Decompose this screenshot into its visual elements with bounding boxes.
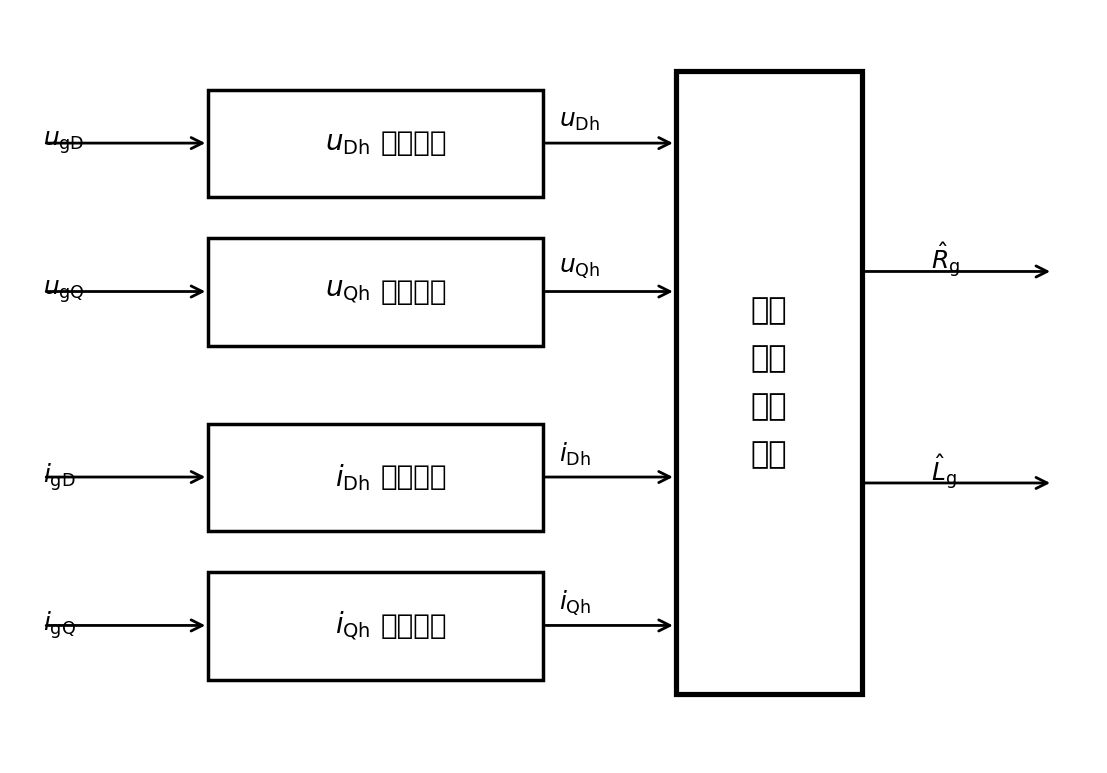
Text: $i_{\mathrm{gD}}$: $i_{\mathrm{gD}}$ [43, 461, 76, 493]
Text: $u_{\mathrm{Qh}}$: $u_{\mathrm{Qh}}$ [324, 278, 370, 306]
Text: 提取模块: 提取模块 [381, 611, 447, 640]
Text: $i_{\mathrm{gQ}}$: $i_{\mathrm{gQ}}$ [43, 610, 76, 642]
Text: 计算: 计算 [751, 393, 787, 421]
Text: 阻抗: 阻抗 [751, 344, 787, 373]
Text: 电网: 电网 [751, 296, 787, 325]
Text: $i_{\mathrm{Qh}}$: $i_{\mathrm{Qh}}$ [334, 609, 370, 642]
Text: $i_{\mathrm{Dh}}$: $i_{\mathrm{Dh}}$ [335, 462, 370, 493]
Text: $u_{\mathrm{Dh}}$: $u_{\mathrm{Dh}}$ [325, 129, 370, 158]
Text: $u_{\mathrm{gD}}$: $u_{\mathrm{gD}}$ [43, 130, 85, 156]
Text: 模块: 模块 [751, 441, 787, 470]
Text: $i_{\mathrm{Qh}}$: $i_{\mathrm{Qh}}$ [559, 588, 591, 618]
Text: 提取模块: 提取模块 [381, 129, 447, 158]
Text: 提取模块: 提取模块 [381, 463, 447, 492]
Text: $u_{\mathrm{Dh}}$: $u_{\mathrm{Dh}}$ [559, 109, 600, 133]
Bar [208, 90, 542, 197]
Text: $u_{\mathrm{gQ}}$: $u_{\mathrm{gQ}}$ [43, 278, 85, 305]
Bar [208, 238, 542, 346]
Text: $i_{\mathrm{Dh}}$: $i_{\mathrm{Dh}}$ [559, 441, 591, 468]
Bar [208, 572, 542, 679]
Text: $\hat{R}_{\mathrm{g}}$: $\hat{R}_{\mathrm{g}}$ [931, 240, 960, 280]
Text: $\hat{L}_{\mathrm{g}}$: $\hat{L}_{\mathrm{g}}$ [931, 452, 956, 492]
Text: 提取模块: 提取模块 [381, 278, 447, 306]
Text: $u_{\mathrm{Qh}}$: $u_{\mathrm{Qh}}$ [559, 257, 600, 281]
Bar [208, 424, 542, 531]
Bar [675, 71, 861, 694]
